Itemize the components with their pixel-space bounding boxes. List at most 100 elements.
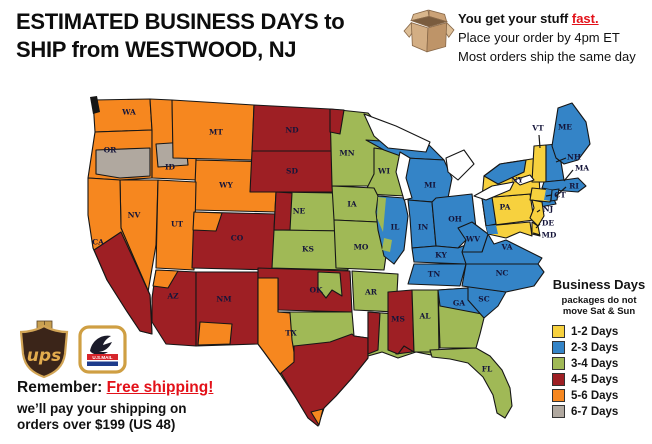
nh-leader-line xyxy=(555,157,567,163)
state-label-vt: VT xyxy=(531,124,544,133)
legend-note-line-1: packages do not xyxy=(561,295,637,306)
state-label-va: VA xyxy=(500,243,512,252)
state-ok-green-patch xyxy=(317,271,343,299)
state-tx-tip-patch xyxy=(310,408,324,426)
state-or-gray-patch xyxy=(95,147,151,179)
legend-row-4-5-days: 4-5 Days xyxy=(552,372,650,387)
state-al xyxy=(411,289,440,353)
free-shipping-line: Remember: Free shipping! xyxy=(17,379,213,397)
legend-swatch-3-4 xyxy=(552,357,565,370)
usmail-logo-icon: U.S.MAIL xyxy=(78,325,127,374)
state-label-al: AL xyxy=(418,312,431,321)
state-az-nw-patch xyxy=(152,269,179,289)
state-ma xyxy=(541,177,587,193)
state-ut xyxy=(155,179,197,271)
state-ct-east-patch xyxy=(544,189,552,201)
state-ia xyxy=(331,185,383,223)
state-label-md: MD xyxy=(542,231,557,240)
legend-row-2-3-days: 2-3 Days xyxy=(552,340,650,355)
lake-huron xyxy=(445,149,475,181)
open-carton-icon xyxy=(403,9,455,53)
ri-leader-line xyxy=(555,186,567,197)
state-tn xyxy=(407,263,467,287)
state-label-tn: TN xyxy=(428,270,441,279)
state-label-tx: TX xyxy=(285,329,297,338)
legend-label-4-5: 4-5 Days xyxy=(571,373,619,386)
state-label-ar: AR xyxy=(364,288,378,297)
state-me xyxy=(551,102,591,165)
state-ks xyxy=(271,229,349,271)
title-line-1: ESTIMATED BUSINESS DAYS to xyxy=(16,9,345,34)
state-label-wv: WV xyxy=(465,235,480,244)
legend-swatch-6-7 xyxy=(552,405,565,418)
state-label-or: OR xyxy=(104,146,118,155)
page-title: ESTIMATED BUSINESS DAYS to SHIP from WES… xyxy=(16,8,345,64)
state-wv xyxy=(457,221,489,253)
state-il-west-patch xyxy=(377,197,386,232)
de-leader-line xyxy=(535,223,541,229)
promo-headline-prefix: You get your stuff xyxy=(458,11,572,26)
vt-leader-line xyxy=(538,134,541,149)
legend: Business Days packages do not move Sat &… xyxy=(548,277,650,420)
state-label-ny: NY xyxy=(511,176,524,185)
state-label-ri: RI xyxy=(569,182,579,191)
free-shipping-label: Free shipping! xyxy=(106,379,214,396)
state-label-wi: WI xyxy=(377,167,390,176)
state-label-ks: KS xyxy=(302,245,314,254)
promo-line-2: Place your order by 4pm ET xyxy=(458,30,620,45)
legend-swatch-5-6 xyxy=(552,389,565,402)
state-label-in: IN xyxy=(418,223,429,232)
state-label-fl: FL xyxy=(482,365,493,374)
state-label-az: AZ xyxy=(166,292,179,301)
ct-leader-line xyxy=(545,194,553,197)
state-label-nm: NM xyxy=(216,295,231,304)
promo-headline: You get your stuff fast. xyxy=(458,9,636,28)
state-label-ia: IA xyxy=(347,200,357,209)
state-ri xyxy=(550,188,560,202)
shipping-detail-line-2: orders over $199 (US 48) xyxy=(17,417,176,432)
legend-row-3-4-days: 3-4 Days xyxy=(552,356,650,371)
state-label-mn: MN xyxy=(339,149,354,158)
state-label-de: DE xyxy=(542,219,555,228)
title-line-2: SHIP from WESTWOOD, NJ xyxy=(16,37,297,62)
svg-text:ups: ups xyxy=(27,346,61,366)
state-label-sd: SD xyxy=(286,167,298,176)
legend-note-line-2: move Sat & Sun xyxy=(562,306,636,317)
state-md-west-patch xyxy=(486,225,498,234)
state-label-nh: NH xyxy=(567,153,581,162)
legend-title: Business Days xyxy=(552,277,646,292)
state-label-oh: OH xyxy=(448,215,462,224)
ma-leader-line xyxy=(563,169,574,182)
legend-row-5-6-days: 5-6 Days xyxy=(552,388,650,403)
state-de xyxy=(531,221,541,237)
state-nm-sw-patch xyxy=(197,321,233,346)
state-label-ok: OK xyxy=(309,286,323,295)
legend-label-5-6: 5-6 Days xyxy=(571,389,619,402)
state-label-nj: NJ xyxy=(543,205,554,214)
state-nj xyxy=(529,199,545,227)
state-label-ma: MA xyxy=(575,164,589,173)
shipping-detail: we’ll pay your shipping on orders over $… xyxy=(17,401,187,433)
promo-text: You get your stuff fast. Place your orde… xyxy=(458,9,636,66)
svg-text:U.S.MAIL: U.S.MAIL xyxy=(92,355,112,360)
legend-label-6-7: 6-7 Days xyxy=(571,405,619,418)
legend-swatch-1-2 xyxy=(552,325,565,338)
shipping-detail-line-1: we’ll pay your shipping on xyxy=(17,401,187,416)
legend-row-1-2-days: 1-2 Days xyxy=(552,324,650,339)
puget-sound xyxy=(90,96,100,114)
state-co-nw-patch xyxy=(192,211,223,232)
state-label-ct: CT xyxy=(554,191,566,200)
state-label-pa: PA xyxy=(500,203,511,212)
state-tx-south-patch xyxy=(280,333,369,427)
promo-headline-fast: fast. xyxy=(571,11,599,26)
md-leader-line xyxy=(532,232,541,236)
state-il-green-blob xyxy=(382,238,392,252)
legend-swatch-4-5 xyxy=(552,373,565,386)
state-label-nv: NV xyxy=(128,211,141,220)
nj-leader-line xyxy=(536,209,541,213)
state-label-ky: KY xyxy=(435,251,447,260)
state-label-nd: ND xyxy=(285,126,299,135)
state-ca-south-patch xyxy=(93,231,153,335)
promo-line-3: Most orders ship the same day xyxy=(458,49,636,64)
